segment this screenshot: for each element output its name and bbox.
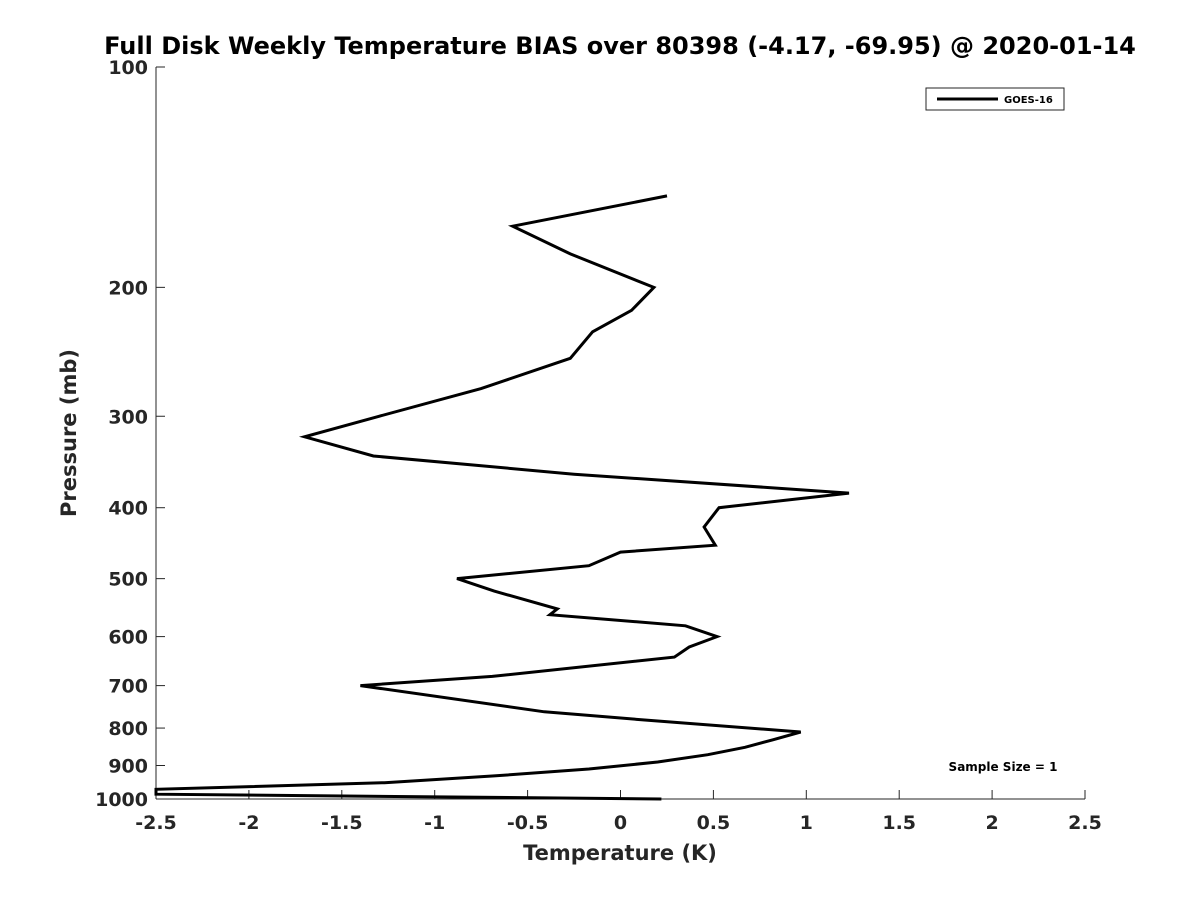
x-tick-label: 1 [800, 812, 813, 834]
y-tick-label: 300 [108, 406, 148, 428]
x-tick-label: -1.5 [321, 812, 363, 834]
sample-size-annotation: Sample Size = 1 [949, 760, 1058, 774]
series-layer [154, 194, 850, 801]
y-tick-label: 1000 [95, 789, 148, 811]
x-axis-label: Temperature (K) [523, 841, 717, 865]
x-tick-label: -2 [238, 812, 259, 834]
x-tick-label: 0.5 [697, 812, 731, 834]
x-tick-label: 2.5 [1068, 812, 1102, 834]
y-tick-label: 100 [108, 57, 148, 79]
y-tick-label: 400 [108, 498, 148, 520]
y-axis-ticks: 100 200 300 400 500 600 700 800 900 1000 [95, 57, 165, 811]
x-tick-label: -0.5 [507, 812, 549, 834]
legend: GOES-16 [925, 87, 1065, 111]
y-tick-label: 500 [108, 569, 148, 591]
x-tick-label: -2.5 [135, 812, 177, 834]
x-tick-label: 0 [614, 812, 627, 834]
legend-label-goes-16: GOES-16 [1004, 95, 1053, 106]
y-tick-label: 200 [108, 277, 148, 299]
x-tick-label: -1 [424, 812, 445, 834]
x-axis-ticks: -2.5 -2 -1.5 -1 -0.5 0 0.5 1 1.5 2 2.5 [135, 790, 1102, 834]
series-line-goes-16 [154, 194, 850, 801]
x-tick-label: 2 [985, 812, 998, 834]
x-tick-label: 1.5 [882, 812, 916, 834]
y-axis-label: Pressure (mb) [57, 349, 81, 517]
y-tick-label: 900 [108, 756, 148, 778]
y-tick-label: 600 [108, 627, 148, 649]
chart-title: Full Disk Weekly Temperature BIAS over 8… [104, 32, 1136, 60]
y-tick-label: 800 [108, 718, 148, 740]
y-tick-label: 700 [108, 676, 148, 698]
